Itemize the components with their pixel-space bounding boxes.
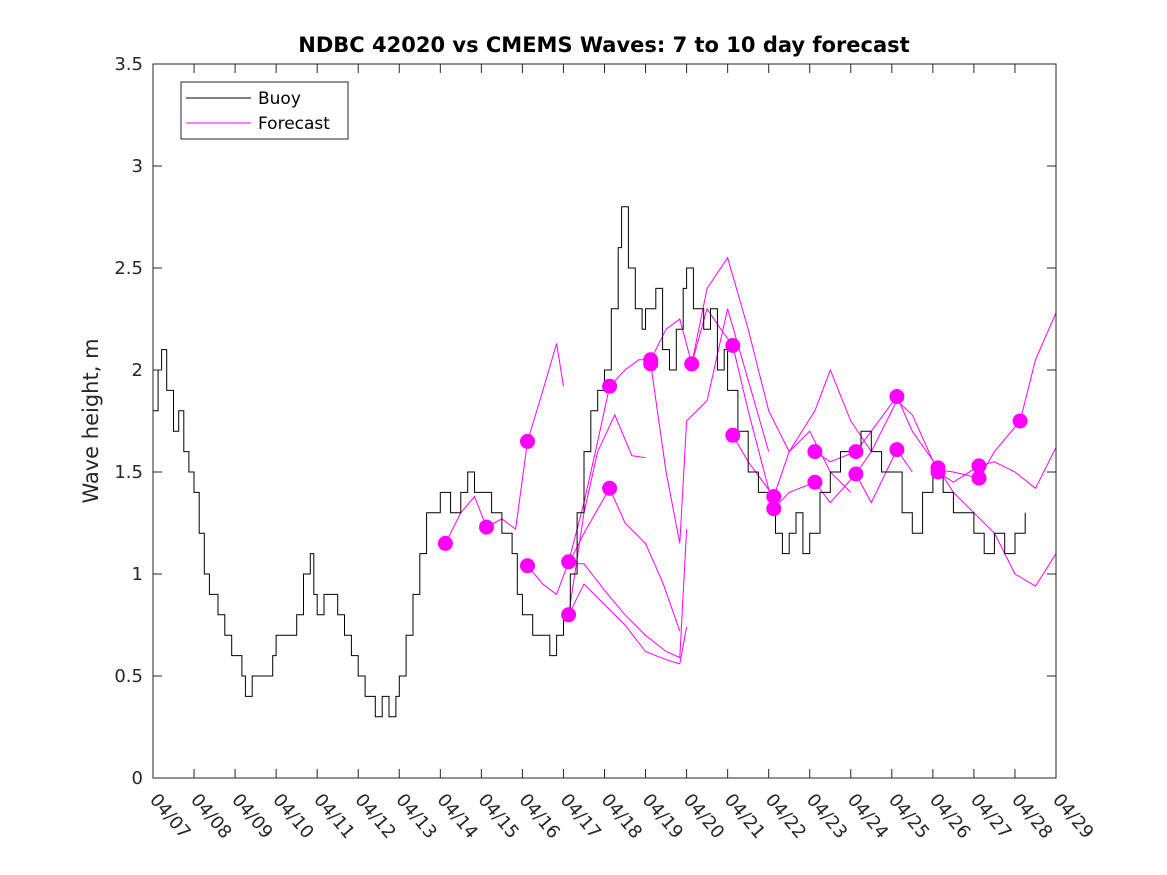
x-tick-label: 04/08 [186, 790, 235, 843]
forecast-marker [1012, 413, 1028, 429]
forecast-marker [971, 470, 987, 486]
x-tick-label: 04/10 [268, 790, 317, 843]
legend: Buoy Forecast [180, 81, 349, 140]
legend-box [180, 81, 349, 140]
y-tick-label: 1.5 [114, 462, 143, 483]
forecast-marker [766, 501, 782, 517]
y-axis: 0 0.5 1 1.5 2 2.5 3 3.5 [114, 54, 1056, 789]
y-tick-label: 0 [132, 768, 143, 789]
x-tick-label: 04/07 [145, 790, 194, 843]
x-tick-label: 04/19 [638, 790, 687, 843]
forecast-marker [479, 519, 494, 535]
x-tick-label: 04/29 [1048, 790, 1097, 843]
forecast-line [568, 413, 646, 615]
x-tick-label: 04/13 [391, 790, 440, 843]
forecast-marker [725, 427, 741, 443]
x-tick-label: 04/23 [802, 790, 851, 843]
forecast-marker [437, 535, 453, 551]
forecast-line [937, 311, 1056, 479]
forecast-line [527, 307, 734, 596]
x-tick-label: 04/21 [720, 790, 769, 843]
marker-layer [437, 338, 1028, 623]
plot-background [153, 64, 1056, 778]
forecast-marker [889, 389, 905, 404]
forecast-marker [602, 480, 618, 496]
x-tick-label: 04/09 [227, 790, 276, 843]
x-tick-label: 04/25 [884, 790, 933, 843]
forecast-marker [807, 444, 823, 460]
forecast-marker [684, 356, 700, 372]
forecast-marker [889, 442, 905, 458]
x-tick-label: 04/22 [761, 790, 810, 843]
forecast-marker [561, 554, 577, 570]
forecast-line [855, 399, 1056, 490]
forecast-marker [725, 338, 741, 353]
y-tick-label: 0.5 [114, 666, 143, 687]
x-tick-label: 04/28 [1007, 790, 1056, 843]
forecast-marker [602, 378, 618, 394]
x-tick-label: 04/16 [515, 790, 564, 843]
forecast-line [568, 529, 688, 659]
forecast-line [444, 343, 564, 544]
forecast-marker [561, 607, 577, 623]
x-tick-label: 04/12 [350, 790, 399, 843]
legend-forecast-label: Forecast [258, 114, 330, 134]
y-axis-label: Wave height, m [79, 338, 103, 503]
forecast-marker [848, 444, 864, 460]
x-tick-label: 04/17 [556, 790, 605, 843]
forecast-line [568, 487, 681, 632]
y-tick-label: 2 [132, 360, 143, 381]
forecast-marker [807, 474, 823, 490]
forecast-line [568, 583, 688, 665]
forecast-marker [643, 356, 659, 372]
y-tick-label: 2.5 [114, 258, 143, 279]
forecast-marker [520, 558, 535, 574]
y-tick-label: 3.5 [114, 54, 143, 75]
x-tick-label: 04/20 [679, 790, 728, 843]
y-tick-label: 1 [132, 564, 143, 585]
x-tick-label: 04/24 [843, 790, 892, 843]
x-tick-label: 04/26 [925, 790, 974, 843]
buoy-line [153, 206, 1026, 718]
chart-title: NDBC 42020 vs CMEMS Waves: 7 to 10 day f… [298, 33, 909, 57]
x-tick-label: 04/11 [309, 790, 358, 843]
forecast-line [691, 256, 852, 493]
x-tick-label: 04/18 [597, 790, 646, 843]
x-tick-label: 04/27 [966, 790, 1015, 843]
y-tick-label: 3 [132, 156, 143, 177]
forecast-marker [930, 464, 946, 480]
forecast-marker [520, 433, 535, 449]
forecast-line [732, 368, 872, 498]
forecast-line [650, 308, 770, 544]
x-tick-label: 04/14 [432, 790, 481, 843]
x-tick-label: 04/15 [474, 790, 523, 843]
legend-buoy-label: Buoy [258, 89, 301, 109]
forecast-marker [848, 466, 864, 482]
